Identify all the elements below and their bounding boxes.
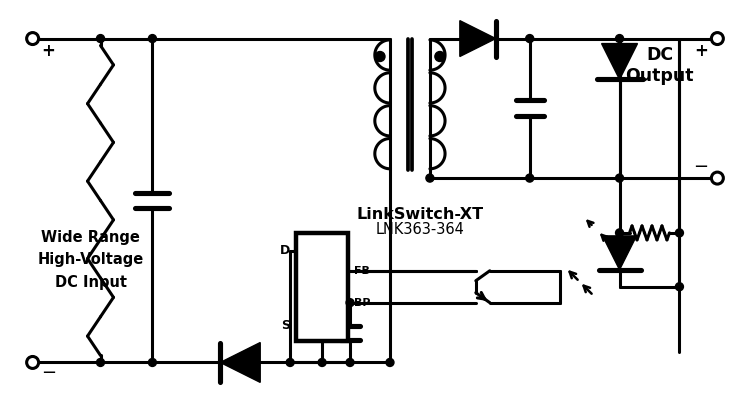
Circle shape — [286, 359, 294, 366]
Circle shape — [386, 359, 394, 366]
Circle shape — [148, 359, 157, 366]
Circle shape — [97, 35, 104, 43]
Bar — [296, 233, 348, 341]
Circle shape — [148, 35, 157, 43]
Circle shape — [435, 52, 445, 61]
Circle shape — [676, 283, 683, 291]
Circle shape — [526, 174, 534, 182]
Text: BP: BP — [354, 298, 370, 308]
Text: D: D — [280, 244, 290, 257]
Text: DC
Output: DC Output — [626, 46, 694, 85]
Circle shape — [27, 357, 38, 368]
Circle shape — [616, 229, 623, 237]
Text: +: + — [694, 42, 709, 59]
Circle shape — [426, 174, 434, 182]
Circle shape — [616, 35, 623, 43]
Text: S: S — [281, 319, 290, 332]
Circle shape — [97, 359, 104, 366]
Text: FB: FB — [354, 266, 370, 276]
Circle shape — [346, 359, 354, 366]
Text: LinkSwitch-XT: LinkSwitch-XT — [356, 208, 484, 223]
Polygon shape — [602, 236, 637, 270]
Circle shape — [346, 299, 354, 306]
Text: +: + — [41, 42, 56, 59]
Circle shape — [676, 229, 683, 237]
Circle shape — [318, 359, 326, 366]
Circle shape — [712, 33, 723, 44]
Circle shape — [526, 35, 534, 43]
Circle shape — [616, 174, 623, 182]
Circle shape — [27, 33, 38, 44]
Polygon shape — [602, 44, 638, 79]
Text: Wide Range
High-Voltage
DC Input: Wide Range High-Voltage DC Input — [38, 230, 144, 289]
Text: −: − — [693, 158, 709, 176]
Text: −: − — [41, 364, 57, 383]
Circle shape — [712, 172, 723, 184]
Polygon shape — [460, 21, 496, 57]
Text: LNK363-364: LNK363-364 — [376, 222, 464, 237]
Circle shape — [375, 52, 385, 61]
Polygon shape — [220, 343, 260, 383]
